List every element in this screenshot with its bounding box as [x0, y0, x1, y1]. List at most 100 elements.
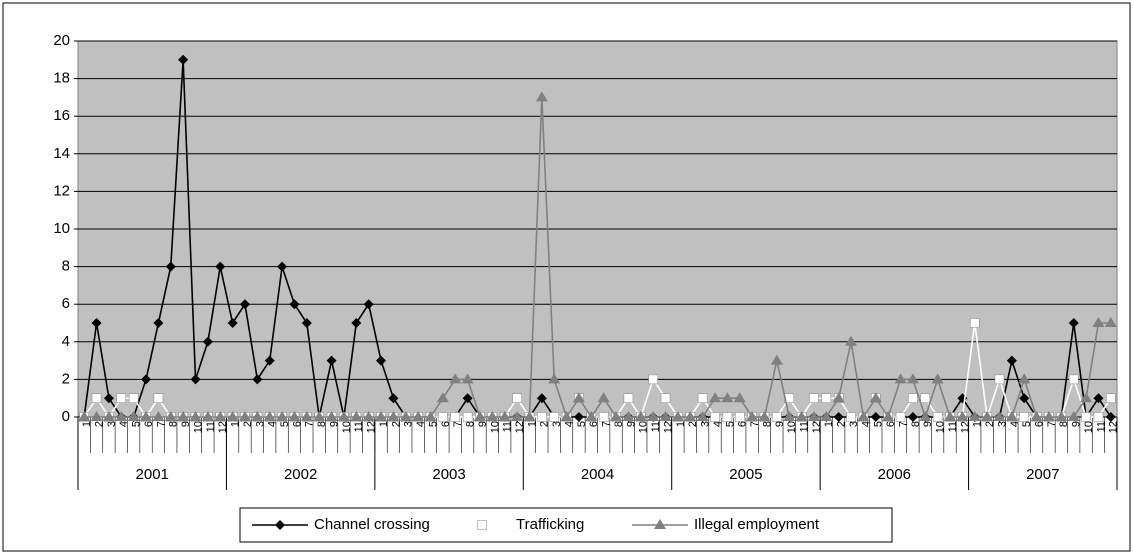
marker [1093, 412, 1104, 422]
month-label: 7 [601, 421, 613, 427]
year-label: 2002 [284, 466, 317, 483]
month-label: 7 [1046, 421, 1058, 427]
marker [102, 411, 115, 421]
marker [337, 411, 350, 421]
month-label: 1 [526, 421, 538, 427]
marker [932, 412, 943, 422]
marker [215, 261, 226, 272]
marker [1019, 412, 1029, 422]
marker [412, 411, 425, 421]
y-tick-label: 0 [62, 408, 70, 425]
month-label: 8 [910, 421, 922, 427]
marker [90, 411, 103, 421]
month-label: 5 [873, 421, 885, 427]
marker [91, 318, 102, 328]
y-tick-label: 2 [62, 370, 70, 387]
marker [795, 411, 808, 421]
marker [251, 411, 264, 421]
marker [572, 392, 585, 403]
month-label: 8 [168, 421, 180, 427]
month-label: 12 [662, 421, 674, 433]
month-label: 4 [1009, 421, 1021, 427]
marker [956, 411, 969, 421]
month-label: 7 [155, 421, 167, 427]
y-tick-label: 14 [53, 145, 70, 162]
legend-items: Channel crossing Trafficking Illegal emplo… [252, 516, 820, 533]
legend-label: Trafficking [516, 516, 584, 533]
month-label: 5 [131, 421, 143, 427]
month-label: 8 [613, 421, 625, 427]
marker [276, 411, 289, 421]
year-label: 2006 [878, 466, 911, 483]
marker [832, 392, 845, 403]
marker [1093, 393, 1104, 404]
marker [671, 411, 684, 421]
marker [263, 411, 276, 421]
marker [709, 392, 722, 403]
year-label: 2001 [136, 466, 169, 483]
marker [1006, 355, 1017, 366]
marker [226, 411, 239, 421]
month-label: 11 [502, 421, 514, 432]
marker [238, 411, 251, 421]
month-label: 4 [267, 421, 279, 427]
marker [697, 393, 708, 403]
marker [734, 412, 745, 422]
month-label: 8 [761, 421, 773, 427]
marker [895, 412, 906, 422]
marker [449, 373, 462, 384]
marker [153, 318, 164, 328]
month-label: 10 [638, 421, 650, 433]
marker [450, 412, 461, 422]
marker [1105, 412, 1116, 422]
month-label: 11 [947, 421, 959, 432]
marker [919, 411, 932, 421]
y-tick-label: 4 [62, 333, 70, 350]
month-label: 1 [972, 421, 984, 427]
month-label: 11 [353, 421, 365, 432]
month-label: 7 [897, 421, 909, 427]
marker [920, 393, 931, 403]
month-label: 11 [650, 421, 662, 432]
marker [535, 91, 548, 102]
month-label: 3 [848, 421, 860, 427]
month-label: 1 [81, 421, 93, 427]
marker [845, 335, 858, 346]
month-label: 2 [984, 421, 996, 427]
marker [498, 411, 511, 421]
month-label: 3 [551, 421, 563, 427]
month-label: 6 [1034, 421, 1046, 427]
x-axis: 1 2 3 4 5 6 7 8 9 10 11 12 1 2 3 4 5 6 7 8 9 10 11 12 1 2 3 4 5 6 7 8 9 1… [77, 416, 1120, 490]
marker [758, 411, 771, 421]
marker [511, 411, 524, 421]
month-label: 2 [93, 421, 105, 427]
marker [870, 412, 881, 422]
month-label: 12 [959, 421, 971, 433]
marker [770, 354, 783, 365]
month-label: 5 [576, 421, 588, 427]
y-tick-label: 10 [53, 220, 70, 237]
marker [116, 393, 127, 403]
month-label: 11 [798, 421, 810, 432]
marker [461, 373, 474, 384]
marker [300, 411, 313, 421]
marker [1030, 411, 1043, 421]
series [78, 54, 1117, 422]
month-label: 6 [291, 421, 303, 427]
month-label: 12 [811, 421, 823, 433]
y-tick-label: 16 [53, 107, 70, 124]
y-tick-label: 8 [62, 258, 70, 275]
marker [388, 393, 399, 404]
marker [1019, 393, 1030, 404]
month-label: 4 [860, 421, 872, 427]
marker [622, 411, 635, 421]
month-label: 5 [279, 421, 291, 427]
marker [931, 373, 944, 384]
marker [424, 411, 437, 421]
month-label: 2 [242, 421, 254, 427]
month-label: 1 [230, 421, 242, 427]
marker [477, 520, 487, 530]
marker [141, 374, 152, 385]
year-label: 2007 [1026, 466, 1059, 483]
month-label: 3 [403, 421, 415, 427]
